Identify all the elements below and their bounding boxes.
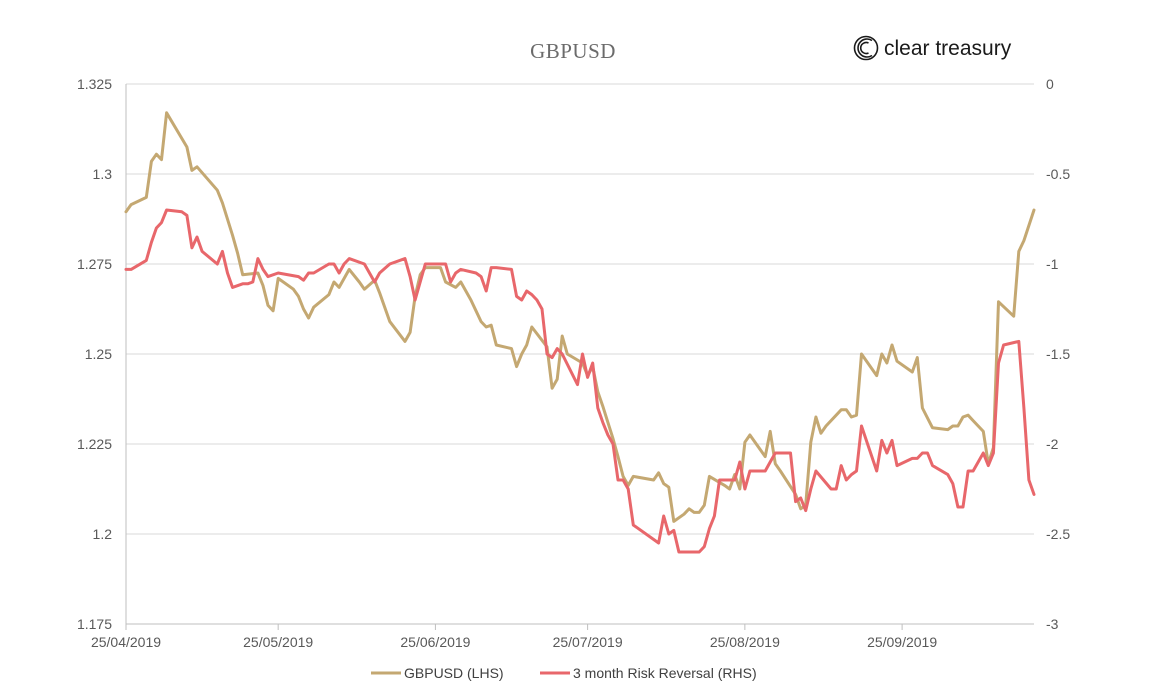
legend-item-gbpusd: GBPUSD (LHS): [371, 665, 504, 681]
y-tick-label-left: 1.3: [93, 166, 113, 182]
y-tick-label-left: 1.2: [93, 526, 113, 542]
y-tick-label-left: 1.325: [77, 76, 112, 92]
x-tick-label: 25/08/2019: [710, 634, 780, 650]
legend-label-gbpusd: GBPUSD (LHS): [404, 665, 504, 681]
legend-item-risk-reversal: 3 month Risk Reversal (RHS): [540, 665, 757, 681]
y-tick-label-left: 1.175: [77, 616, 112, 632]
brand-name: clear treasury: [884, 37, 1012, 60]
clear-treasury-logo-icon: [853, 35, 879, 61]
y-tick-label-left: 1.225: [77, 436, 112, 452]
chart-title: GBPUSD: [530, 39, 616, 63]
y-tick-label-left: 1.275: [77, 256, 112, 272]
y-tick-label-right: -3: [1046, 616, 1059, 632]
y-tick-label-left: 1.25: [85, 346, 112, 362]
brand-logo: clear treasury: [853, 35, 1012, 61]
x-tick-label: 25/07/2019: [553, 634, 623, 650]
y-tick-label-right: -1: [1046, 256, 1059, 272]
series-line-gbpusd: [124, 111, 1036, 523]
legend: GBPUSD (LHS) 3 month Risk Reversal (RHS): [371, 665, 757, 681]
y-axis-right-ticks: 0 -0.5 -1 -1.5 -2 -2.5 -3: [1046, 76, 1070, 632]
y-tick-label-right: -2.5: [1046, 526, 1070, 542]
x-tick-label: 25/09/2019: [867, 634, 937, 650]
axes: [125, 84, 1034, 625]
series-line-risk-reversal: [124, 208, 1036, 554]
x-tick-label: 25/05/2019: [243, 634, 313, 650]
y-tick-label-right: 0: [1046, 76, 1054, 92]
y-axis-left-ticks: 1.325 1.3 1.275 1.25 1.225 1.2 1.175: [77, 76, 112, 632]
series-lines: [124, 111, 1036, 554]
y-tick-label-right: -0.5: [1046, 166, 1070, 182]
x-axis-ticks: 25/04/2019 25/05/2019 25/06/2019 25/07/2019…: [91, 624, 937, 650]
y-tick-label-right: -1.5: [1046, 346, 1070, 362]
x-tick-label: 25/06/2019: [400, 634, 470, 650]
y-tick-label-right: -2: [1046, 436, 1059, 452]
legend-label-risk-reversal: 3 month Risk Reversal (RHS): [573, 665, 757, 681]
x-tick-label: 25/04/2019: [91, 634, 161, 650]
